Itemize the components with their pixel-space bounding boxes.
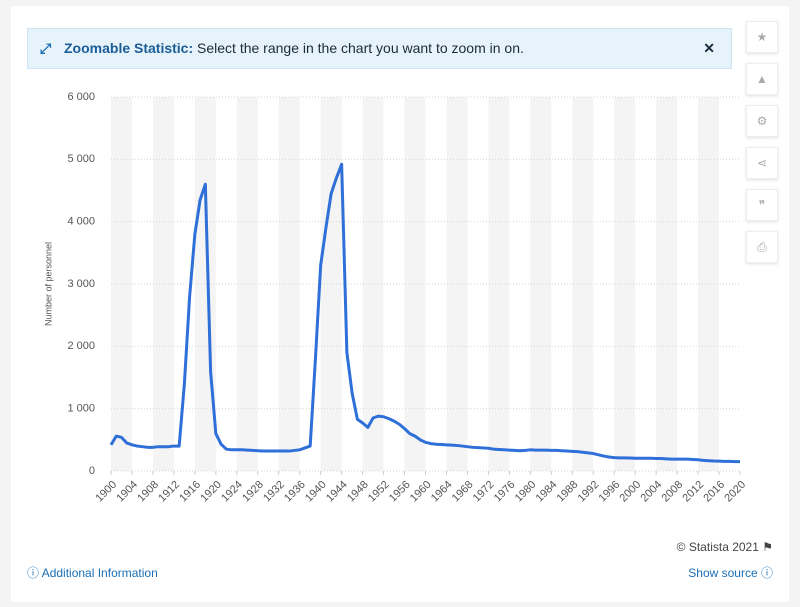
x-tick-label: 1912: [156, 479, 182, 505]
x-tick-label: 1948: [345, 479, 371, 505]
zoom-banner: ⤢ Zoomable Statistic: Select the range i…: [27, 28, 732, 69]
x-tick-label: 1964: [429, 479, 455, 505]
column-band: [404, 97, 426, 471]
banner-text: Zoomable Statistic: Select the range in …: [64, 29, 524, 68]
x-tick-label: 1968: [450, 479, 476, 505]
banner-message: Select the range in the chart you want t…: [197, 40, 524, 56]
x-tick-label: 1992: [576, 479, 602, 505]
x-tick-label: 1940: [303, 479, 329, 505]
show-source-link[interactable]: Show source ⓘ: [688, 566, 773, 580]
share-button[interactable]: ⋖: [746, 147, 778, 179]
print-button[interactable]: ⎙: [746, 231, 778, 263]
y-tick-label: 2 000: [67, 340, 95, 352]
additional-info-link[interactable]: ⓘ Additional Information: [27, 566, 158, 580]
x-tick-label: 1956: [387, 479, 413, 505]
copyright: © Statista 2021 ⚑: [676, 540, 773, 554]
x-tick-label: 1932: [261, 479, 287, 505]
y-tick-label: 4 000: [67, 216, 95, 228]
x-tick-label: 2000: [618, 479, 644, 505]
column-band: [362, 97, 384, 471]
column-band: [278, 97, 300, 471]
column-band: [152, 97, 174, 471]
x-tick-label: 2008: [659, 479, 685, 505]
x-tick-label: 1916: [177, 479, 203, 505]
data-line: [109, 162, 740, 464]
settings-button[interactable]: ⚙: [746, 105, 778, 137]
x-tick-label: 1996: [597, 479, 623, 505]
y-tick-label: 1 000: [67, 403, 95, 415]
show-source-text: Show source: [688, 566, 758, 580]
x-tick-label: 2016: [701, 479, 727, 505]
x-tick-label: 1944: [324, 479, 350, 505]
x-tick-label: 1900: [93, 479, 119, 505]
x-tick-label: 1924: [219, 479, 245, 505]
x-tick-label: 1904: [114, 479, 140, 505]
y-axis-title: Number of personnel: [43, 242, 53, 326]
close-button[interactable]: ✕: [703, 40, 715, 56]
x-tick-label: 1952: [366, 479, 392, 505]
additional-info-text: Additional Information: [41, 566, 158, 580]
x-tick-label: 2012: [680, 479, 706, 505]
x-tick-label: 1936: [282, 479, 308, 505]
cite-button[interactable]: ❞: [746, 189, 778, 221]
x-tick-label: 1960: [408, 479, 434, 505]
x-tick-label: 1988: [555, 479, 581, 505]
x-tick-label: 2004: [639, 479, 665, 505]
y-tick-label: 6 000: [67, 91, 95, 103]
y-tick-label: 3 000: [67, 278, 95, 290]
y-tick-label: 5 000: [67, 153, 95, 165]
x-tick-label: 1972: [471, 479, 497, 505]
copyright-text: © Statista 2021: [676, 540, 759, 554]
x-tick-label: 1908: [135, 479, 161, 505]
favorite-button[interactable]: ★: [746, 21, 778, 53]
y-tick-label: 0: [89, 465, 95, 477]
x-tick-label: 1980: [513, 479, 539, 505]
x-tick-label: 1984: [534, 479, 560, 505]
column-band: [111, 97, 132, 471]
x-tick-label: 1976: [492, 479, 518, 505]
x-tick-label: 1920: [198, 479, 224, 505]
notify-button[interactable]: ▲: [746, 63, 778, 95]
column-band: [236, 97, 258, 471]
banner-title: Zoomable Statistic:: [64, 40, 194, 56]
x-tick-label: 2020: [722, 479, 748, 505]
column-band: [320, 97, 342, 471]
zoom-icon: ⤢: [40, 40, 52, 56]
x-tick-label: 1928: [240, 479, 266, 505]
